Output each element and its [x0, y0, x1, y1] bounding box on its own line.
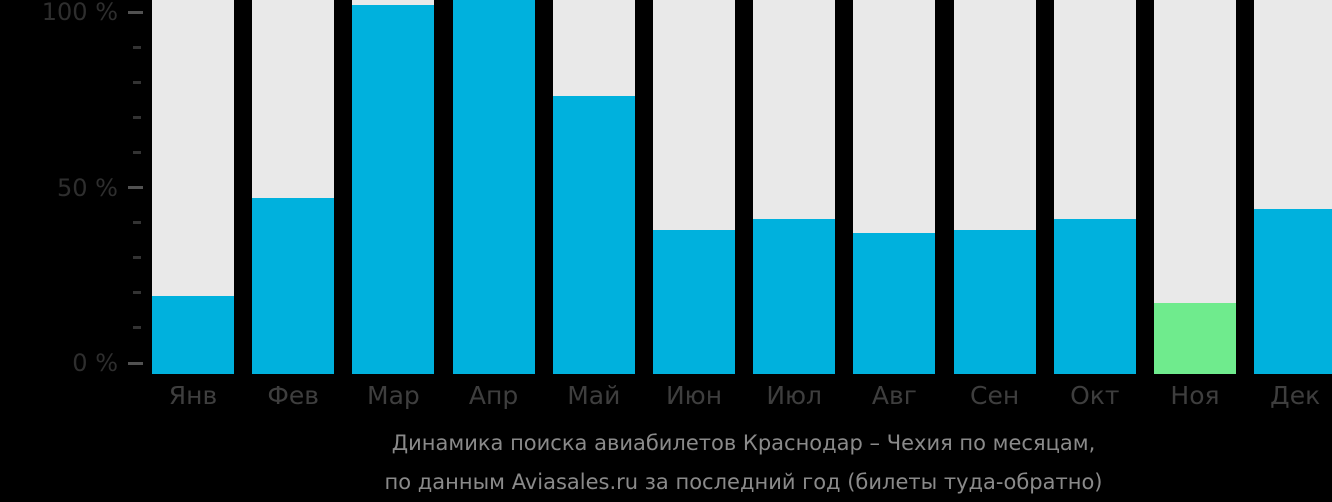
y-tick-minor	[133, 221, 141, 225]
bar-jul	[753, 219, 836, 374]
y-tick-major	[128, 186, 143, 189]
y-tick-major	[128, 10, 143, 14]
y-tick-minor	[133, 291, 141, 295]
x-label-feb: Фев	[267, 381, 319, 410]
x-label-may: Май	[567, 381, 621, 410]
bar-mar	[352, 4, 435, 374]
x-label-aug: Авг	[871, 381, 917, 410]
bar-apr	[452, 0, 535, 374]
y-axis-label-100: 100 %	[41, 0, 118, 26]
bar-sep	[953, 229, 1036, 374]
bar-nov	[1154, 303, 1236, 374]
y-tick-major	[128, 361, 143, 365]
y-tick-minor	[133, 256, 141, 260]
chart-title-line2: по данным Aviasales.ru за последний год …	[384, 470, 1103, 494]
x-label-nov: Ноя	[1170, 381, 1220, 410]
bar-jun	[653, 229, 735, 374]
x-label-dec: Дек	[1270, 381, 1321, 410]
bar-jan	[152, 296, 234, 374]
y-tick-minor	[133, 45, 141, 49]
chart-title: Динамика поиска авиабилетов Краснодар – …	[152, 424, 1332, 502]
x-label-jan: Янв	[168, 381, 218, 410]
bar-feb	[252, 198, 335, 374]
x-label-oct: Окт	[1070, 381, 1120, 410]
x-label-apr: Апр	[468, 381, 519, 410]
bar-oct	[1053, 219, 1136, 374]
x-label-mar: Мар	[367, 381, 420, 410]
bar-may	[552, 96, 635, 374]
x-label-jul: Июл	[766, 381, 823, 410]
y-tick-minor	[133, 115, 141, 119]
x-label-sep: Сен	[970, 381, 1020, 410]
y-axis-label-50: 50 %	[57, 173, 118, 202]
bar-aug	[853, 233, 936, 374]
y-tick-minor	[133, 150, 141, 154]
bar-dec	[1254, 208, 1332, 374]
y-tick-minor	[133, 326, 141, 330]
y-tick-minor	[133, 80, 141, 84]
chart-title-line1: Динамика поиска авиабилетов Краснодар – …	[391, 431, 1096, 455]
y-axis-label-0: 0 %	[72, 349, 118, 377]
x-label-jun: Июн	[665, 381, 723, 410]
